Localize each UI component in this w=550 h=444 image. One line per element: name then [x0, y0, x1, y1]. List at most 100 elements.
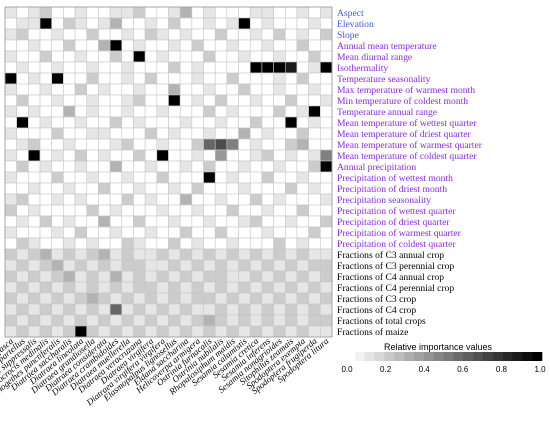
heatmap-cell — [179, 281, 193, 294]
heatmap-cell — [261, 127, 274, 140]
heatmap-cell — [168, 28, 181, 41]
heatmap-cell — [144, 138, 158, 151]
heatmap-cell — [156, 28, 169, 41]
heatmap-cell — [144, 149, 158, 162]
heatmap-cell — [98, 303, 111, 316]
heatmap-cell — [28, 72, 41, 85]
heatmap-cell — [296, 83, 309, 96]
heatmap-cell — [214, 149, 228, 162]
heatmap-cell — [168, 138, 181, 151]
heatmap-cell — [179, 226, 193, 239]
heatmap-cell — [121, 116, 134, 129]
colorbar-tick-label: 0.0 — [341, 365, 353, 374]
heatmap-cell — [168, 39, 181, 52]
heatmap-cell — [156, 292, 169, 305]
heatmap-cell — [4, 193, 17, 206]
heatmap-cell — [86, 94, 99, 107]
heatmap-cell — [121, 39, 134, 52]
heatmap-cell — [63, 160, 76, 173]
heatmap-cell — [168, 94, 181, 107]
heatmap-cell — [226, 105, 239, 118]
heatmap-cell — [63, 105, 76, 118]
row-label: Mean temperature of driest quarter — [337, 129, 472, 140]
heatmap-cell — [16, 105, 29, 118]
heatmap-cell — [168, 61, 181, 74]
heatmap-cell — [4, 270, 17, 283]
heatmap-cell — [74, 39, 88, 52]
heatmap-cell — [284, 237, 298, 250]
heatmap-cell — [74, 28, 88, 41]
heatmap-cell — [296, 138, 309, 151]
heatmap-cell — [51, 314, 64, 327]
heatmap-cell — [4, 171, 17, 184]
heatmap-cell — [203, 83, 216, 96]
heatmap-cell — [296, 292, 309, 305]
heatmap-cell — [179, 215, 193, 228]
heatmap-cell — [4, 39, 17, 52]
heatmap-cell — [273, 94, 286, 107]
heatmap-cell — [156, 237, 169, 250]
heatmap-cell — [74, 50, 88, 63]
heatmap-cell — [39, 226, 53, 239]
heatmap-cell — [179, 193, 193, 206]
heatmap-cell — [121, 61, 134, 74]
heatmap-cell — [98, 39, 111, 52]
heatmap-cell — [273, 138, 286, 151]
heatmap-cell — [98, 325, 111, 338]
heatmap-cell — [214, 237, 228, 250]
row-label: Mean temperature of warmest quarter — [337, 140, 483, 151]
heatmap-cell — [121, 259, 134, 272]
heatmap-cell — [284, 182, 298, 195]
heatmap-cell — [191, 182, 204, 195]
heatmap-cell — [296, 50, 309, 63]
heatmap-cell — [28, 94, 41, 107]
heatmap-cell — [109, 259, 123, 272]
heatmap-cell — [156, 160, 169, 173]
heatmap-cell — [144, 171, 158, 184]
heatmap-cell — [4, 259, 17, 272]
heatmap-cell — [39, 50, 53, 63]
heatmap-cell — [273, 204, 286, 217]
colorbar-tick-label: 0.2 — [380, 365, 392, 374]
heatmap-cell — [226, 17, 239, 30]
heatmap-cell — [156, 281, 169, 294]
heatmap-cell — [4, 149, 17, 162]
heatmap-cell — [121, 138, 134, 151]
colorbar-step — [482, 352, 494, 361]
heatmap-cell — [144, 182, 158, 195]
heatmap-cell — [63, 303, 76, 316]
heatmap-cell — [249, 61, 263, 74]
heatmap-cell — [144, 17, 158, 30]
heatmap-cell — [261, 28, 274, 41]
heatmap-cell — [51, 226, 64, 239]
heatmap-cell — [249, 226, 263, 239]
heatmap-cell — [273, 17, 286, 30]
heatmap-cell — [168, 314, 181, 327]
heatmap-cell — [238, 6, 251, 19]
heatmap-cell — [168, 6, 181, 19]
heatmap-cell — [238, 105, 251, 118]
heatmap-cell — [238, 303, 251, 316]
heatmap-cell — [320, 259, 333, 272]
heatmap-cell — [144, 50, 158, 63]
heatmap-cell — [284, 215, 298, 228]
heatmap-cell — [273, 325, 286, 338]
heatmap-cell — [121, 182, 134, 195]
heatmap-cell — [98, 72, 111, 85]
heatmap-cell — [156, 248, 169, 261]
heatmap-cell — [191, 259, 204, 272]
heatmap-cell — [4, 105, 17, 118]
heatmap-cell — [144, 204, 158, 217]
heatmap-cell — [98, 94, 111, 107]
heatmap-cell — [4, 248, 17, 261]
heatmap-cell — [203, 72, 216, 85]
heatmap-cell — [16, 226, 29, 239]
heatmap-cell — [86, 105, 99, 118]
heatmap-cell — [179, 314, 193, 327]
row-label: Aspect — [337, 8, 364, 19]
heatmap-cell — [98, 215, 111, 228]
heatmap-cell — [86, 171, 99, 184]
heatmap-cell — [133, 281, 146, 294]
heatmap-cell — [238, 39, 251, 52]
